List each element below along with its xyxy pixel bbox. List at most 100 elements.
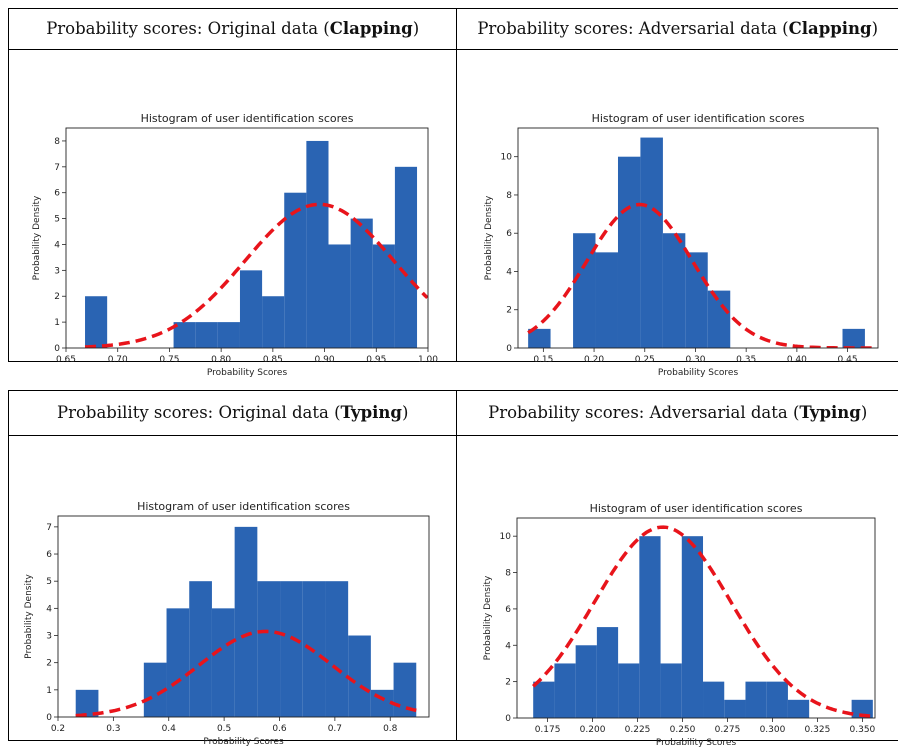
panel-caption: Probability scores: Original data (Clapp…	[46, 19, 420, 38]
histogram-bars	[528, 137, 866, 348]
x-axis-label: Probability Scores	[207, 368, 288, 378]
chart-title: Histogram of user identification scores	[592, 112, 805, 125]
chart-title: Histogram of user identification scores	[590, 502, 803, 515]
y-tick-label: 3	[54, 266, 60, 276]
histogram-chart-adversarial-typing: Histogram of user identification scores 0…	[483, 502, 876, 748]
plot-frame	[57, 515, 430, 718]
x-tick-label: 0.350	[850, 725, 876, 735]
histogram-bar	[618, 663, 640, 718]
x-tick-label: 0.325	[805, 725, 831, 735]
y-tick-label: 4	[507, 267, 513, 277]
histogram-bar	[528, 328, 551, 348]
x-tick-label: 0.70	[108, 355, 128, 365]
y-tick-label: 5	[54, 215, 60, 225]
histogram-bar	[595, 252, 619, 348]
x-tick-label: 0.225	[625, 725, 651, 735]
histogram-bars	[75, 526, 417, 717]
histogram-bar	[217, 322, 240, 348]
y-axis-label: Probability Density	[32, 195, 42, 280]
histogram-bar	[639, 536, 661, 718]
x-tick-label: 0.3	[106, 724, 120, 734]
histogram-chart-original-clapping: Histogram of user identification scores 0…	[32, 112, 438, 378]
histogram-bar	[195, 322, 218, 348]
normal-fit-curve	[84, 202, 428, 348]
y-tick-label: 2	[507, 306, 513, 316]
histogram-bar	[685, 252, 709, 348]
x-tick-label: 0.6	[272, 724, 287, 734]
x-tick-label: 0.35	[736, 355, 756, 365]
y-axis-label: Probability Density	[484, 195, 494, 280]
normal-fit-curve	[532, 525, 874, 718]
histogram-bar	[724, 699, 746, 718]
histogram-bar	[239, 270, 263, 348]
x-axis-label: Probability Scores	[656, 738, 737, 748]
caption-cell: Probability scores: Adversarial data (Cl…	[456, 8, 898, 50]
histogram-bar	[788, 699, 810, 718]
chart-cell: Histogram of user identification scores 0…	[7, 435, 458, 747]
panel-caption: Probability scores: Adversarial data (Ty…	[488, 403, 868, 422]
histogram-bar	[573, 233, 596, 348]
chart-title: Histogram of user identification scores	[141, 112, 354, 125]
histogram-bar	[372, 244, 395, 348]
y-tick-label: 0	[507, 344, 513, 354]
histogram-bar	[75, 689, 99, 717]
histogram-bar	[703, 681, 725, 718]
histogram-bars	[533, 536, 874, 718]
chart-title: Histogram of user identification scores	[137, 500, 350, 513]
histogram-bar	[262, 296, 285, 348]
histogram-bar	[393, 662, 417, 717]
histogram-bar	[660, 663, 683, 718]
histogram-bar	[328, 244, 351, 348]
histogram-bar	[280, 581, 303, 717]
x-tick-label: 0.40	[787, 355, 807, 365]
histogram-bar	[211, 608, 235, 717]
y-tick-label: 8	[507, 191, 513, 201]
histogram-bar	[143, 662, 167, 717]
x-tick-label: 1.00	[418, 355, 438, 365]
histogram-bar	[234, 526, 258, 717]
histogram-bar	[640, 137, 664, 348]
x-tick-label: 0.95	[366, 355, 386, 365]
y-tick-label: 7	[46, 523, 52, 533]
x-tick-label: 0.4	[162, 724, 177, 734]
y-tick-label: 0	[46, 713, 52, 723]
plot-frame	[517, 127, 879, 349]
y-tick-label: 0	[54, 344, 60, 354]
x-tick-label: 0.250	[670, 725, 696, 735]
y-tick-label: 6	[507, 229, 513, 239]
histogram-bar	[284, 192, 307, 348]
y-tick-label: 2	[506, 678, 512, 688]
x-tick-label: 0.30	[686, 355, 706, 365]
histogram-bar	[597, 627, 619, 718]
histogram-bar	[325, 581, 349, 717]
histogram-bar	[302, 581, 326, 717]
histogram-chart-adversarial-clapping: Histogram of user identification scores 0…	[484, 112, 879, 378]
y-tick-label: 10	[501, 153, 513, 163]
histogram-bar	[618, 156, 641, 348]
caption-cell: Probability scores: Original data (Clapp…	[7, 8, 458, 50]
panel-caption: Probability scores: Original data (Typin…	[56, 403, 409, 422]
y-axis-label: Probability Density	[483, 575, 493, 660]
y-tick-label: 4	[506, 641, 512, 651]
x-tick-label: 0.300	[760, 725, 786, 735]
x-tick-label: 0.5	[217, 724, 231, 734]
x-tick-label: 0.75	[159, 355, 179, 365]
top-figure-table: Probability scores: Original data (Clapp…	[7, 8, 898, 378]
chart-cell: Histogram of user identification scores 0…	[456, 49, 898, 378]
normal-fit-curve	[75, 629, 417, 717]
x-tick-label: 0.80	[211, 355, 231, 365]
panel-caption: Probability scores: Adversarial data (Cl…	[477, 19, 879, 38]
histogram-bar	[85, 296, 108, 348]
caption-cell: Probability scores: Adversarial data (Ty…	[456, 390, 898, 436]
y-axis-label: Probability Density	[24, 574, 34, 659]
histogram-bar	[851, 699, 874, 718]
histogram-bar	[394, 166, 418, 348]
x-tick-label: 0.7	[328, 724, 342, 734]
histogram-bar	[189, 581, 212, 717]
plot-frame	[516, 517, 876, 719]
histogram-bar	[576, 645, 598, 718]
x-tick-label: 0.15	[534, 355, 554, 365]
x-tick-label: 0.275	[715, 725, 741, 735]
y-tick-label: 8	[506, 569, 512, 579]
y-tick-label: 1	[54, 318, 60, 328]
